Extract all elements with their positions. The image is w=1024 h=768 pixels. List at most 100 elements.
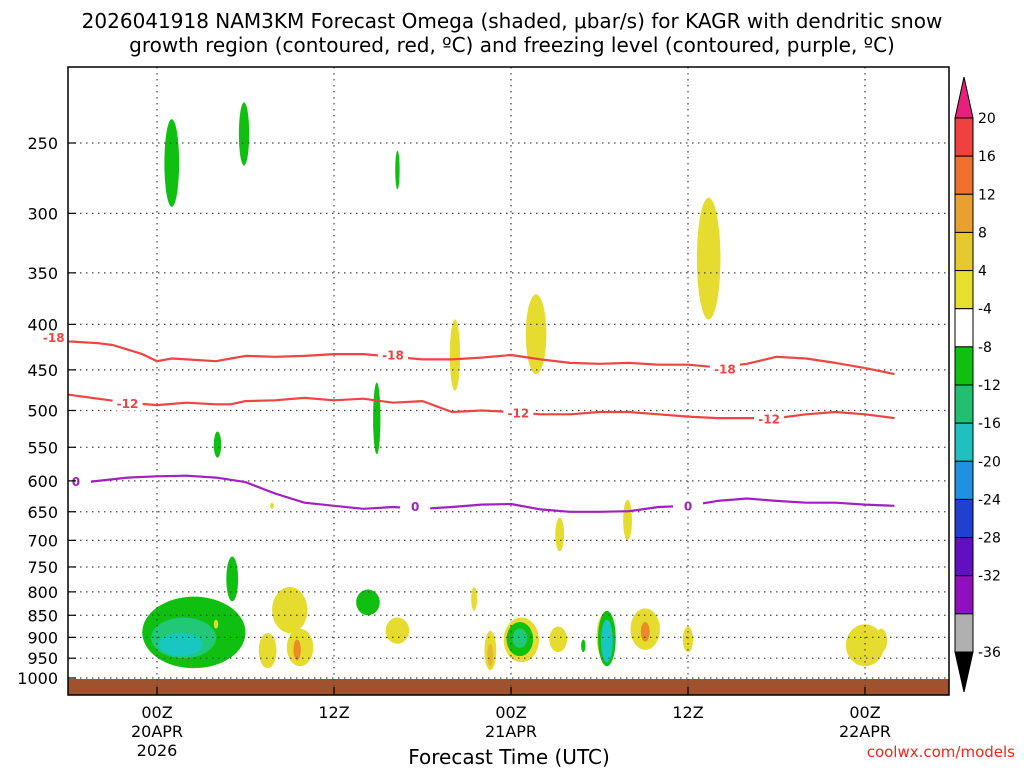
colorbar-segment [954,270,974,310]
contour-label: 0 [72,475,80,489]
colorbar-segment [954,422,974,462]
colorbar-bottom-arrow [954,651,974,693]
omega-shading [142,102,888,671]
colorbar-segment [954,537,974,577]
contour-label-bg [400,499,431,514]
colorbar-label: -36 [978,645,1001,661]
omega-region-21 [385,617,410,644]
contour-labels: -18 -18 -18 -12 -12 -12 0 0 0 [38,330,785,514]
contour-label: -18 [382,348,404,362]
y-tick-label: 350 [27,264,58,283]
ground-bar [68,679,949,695]
chart-title: 2026041918 NAM3KM Forecast Omega (shaded… [82,9,943,33]
colorbar-label: -4 [978,302,992,318]
colorbar-segment [954,117,974,157]
contour-label-bg [38,330,69,345]
chart-title-line2: growth region (contoured, red, ºC) and f… [129,33,895,57]
omega-region-29 [581,639,586,653]
x-tick-label: 22APR [839,722,891,741]
y-tick-label: 1000 [17,669,58,688]
colorbar-label: 12 [978,187,996,203]
omega-region-27 [512,628,528,648]
contour-label-bg [378,347,408,362]
colorbar-segment [954,346,974,386]
omega-region-9 [623,499,632,541]
omega-region-2 [395,150,400,190]
colorbar-label: -8 [978,340,992,356]
colorbar-label: -32 [978,569,1001,585]
x-tick-label: 2026 [137,741,178,760]
colorbar-label: -16 [978,416,1001,432]
omega-region-19 [293,639,301,661]
omega-region-14 [158,633,203,657]
omega-region-28 [549,626,568,653]
contour-label: -18 [714,362,736,376]
contour-label: -12 [508,406,530,420]
credit-text: coolwx.com/models [867,743,1015,761]
colorbar-label: 8 [978,225,987,241]
colorbar: 20 16 12 8 4 -4 -8 -12 -16 -20 -24 -28 -32 -36 [954,76,1001,693]
y-tick-label: 250 [27,134,58,153]
colorbar-segment [954,231,974,272]
omega-region-8 [270,502,275,509]
colorbar-segment [954,193,974,233]
omega-region-11 [226,556,239,602]
contour-label: 0 [411,500,419,514]
omega-region-1 [238,102,250,166]
contour-label: -12 [117,397,139,411]
colorbar-label: -24 [978,492,1001,508]
omega-region-32 [600,619,613,663]
colorbar-segment [954,384,974,424]
omega-region-37 [875,628,888,653]
colorbar-label: 16 [978,149,996,165]
y-tick-label: 650 [27,503,58,522]
y-tick-label: 300 [27,204,58,223]
colorbar-label: -12 [978,378,1001,394]
omega-region-20 [356,589,380,616]
omega-region-24 [487,643,494,667]
contour-label: 0 [684,499,692,513]
y-tick-label: 900 [27,628,58,647]
omega-region-3 [696,197,721,320]
omega-region-15 [213,619,219,629]
omega-region-36 [845,624,885,667]
colorbar-segment [954,498,974,539]
x-tick-label: 12Z [318,703,349,722]
omega-region-4 [449,319,461,391]
omega-region-22 [471,587,478,611]
x-tick-label: 12Z [672,703,703,722]
x-tick-label: 00Z [141,703,172,722]
x-tick-label: 21APR [485,722,537,741]
omega-region-5 [525,294,547,375]
omega-region-16 [272,587,308,634]
colorbar-top-arrow [954,76,974,119]
contour--12 [68,393,895,420]
y-tick-label: 700 [27,531,58,550]
grid-lines [68,67,949,695]
contour-label-bg [709,361,740,376]
y-tick-label: 400 [27,315,58,334]
x-axis-label: Forecast Time (UTC) [408,745,610,768]
omega-region-17 [258,633,277,669]
x-tick-label: 00Z [495,703,526,722]
ground-surface [68,679,949,695]
colorbar-segment [954,613,974,653]
x-tick-label: 20APR [131,722,183,741]
colorbar-segment [954,460,974,500]
omega-region-6 [373,382,381,455]
contour-label-bg [112,396,143,411]
colorbar-label: 4 [978,264,987,280]
y-tick-label: 500 [27,402,58,421]
y-tick-label: 950 [27,649,58,668]
y-tick-label: 550 [27,438,58,457]
contour-label-bg [673,498,703,513]
y-tick-label: 750 [27,558,58,577]
y-tick-label: 450 [27,361,58,380]
omega-region-7 [213,431,222,458]
omega-region-35 [682,626,694,653]
contour-label: -12 [758,412,780,426]
colorbar-label: -20 [978,454,1001,470]
y-tick-label: 600 [27,472,58,491]
